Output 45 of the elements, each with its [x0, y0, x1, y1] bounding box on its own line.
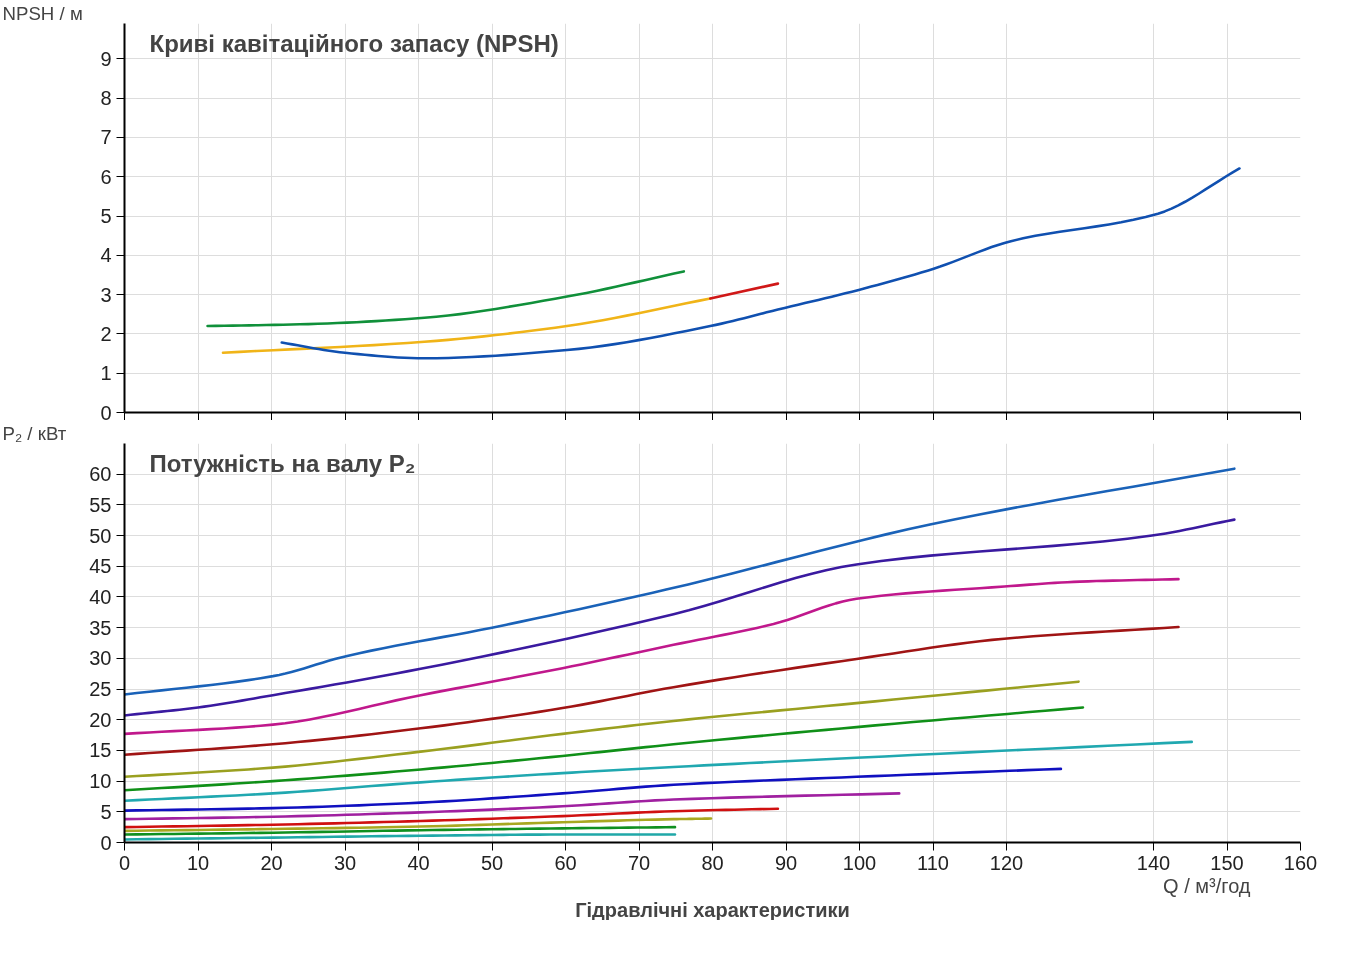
chart-title: Криві кавітаційного запасу (NPSH) [149, 29, 559, 57]
y-axis-title: P₂ / кВт [2, 422, 67, 444]
y-tick-label: 15 [89, 739, 112, 762]
y-tick-label: 0 [100, 831, 112, 854]
y-tick-label: 35 [89, 616, 112, 639]
y-tick-label: 5 [100, 800, 112, 823]
x-tick-label: 120 [989, 851, 1024, 874]
x-tick-label: 140 [1136, 851, 1171, 874]
y-tick-label: 4 [100, 244, 112, 267]
y-tick-label: 8 [100, 87, 112, 110]
y-tick-label: 30 [89, 647, 112, 670]
x-tick-label: 150 [1210, 851, 1244, 874]
x-tick-label: 110 [917, 851, 949, 874]
x-tick-label: 20 [260, 851, 283, 874]
y-tick-label: 5 [100, 205, 112, 228]
y-tick-label: 6 [100, 165, 112, 188]
y-tick-label: 20 [89, 708, 112, 731]
x-tick-label: 0 [118, 851, 131, 874]
x-axis-title: Q / м³/год [1163, 874, 1251, 897]
y-axis-title: NPSH / м [2, 2, 83, 24]
x-tick-label: 90 [774, 851, 798, 874]
y-tick-label: 50 [89, 524, 112, 547]
chart-title: Потужність на валу P₂ [149, 449, 416, 477]
y-tick-label: 2 [100, 322, 112, 345]
x-tick-label: 160 [1283, 851, 1318, 874]
x-tick-label: 10 [186, 851, 210, 874]
y-tick-label: 55 [89, 493, 112, 516]
x-tick-label: 30 [333, 851, 357, 874]
x-tick-label: 100 [842, 851, 877, 874]
x-tick-label: 70 [627, 851, 651, 874]
text: Гідравлічні характеристики [575, 898, 850, 921]
y-tick-label: 45 [89, 555, 112, 578]
x-tick-label: 60 [554, 851, 577, 874]
y-tick-label: 60 [89, 463, 112, 486]
x-tick-label: 40 [407, 851, 430, 874]
y-tick-label: 25 [89, 678, 112, 701]
x-tick-label: 50 [480, 851, 504, 874]
y-tick-label: 10 [89, 770, 112, 793]
y-tick-label: 3 [100, 283, 112, 306]
y-tick-label: 1 [100, 362, 112, 385]
x-tick-label: 80 [701, 851, 724, 874]
y-tick-label: 0 [100, 401, 112, 424]
y-tick-label: 40 [89, 585, 112, 608]
y-tick-label: 9 [100, 47, 112, 70]
y-tick-label: 7 [100, 126, 112, 149]
